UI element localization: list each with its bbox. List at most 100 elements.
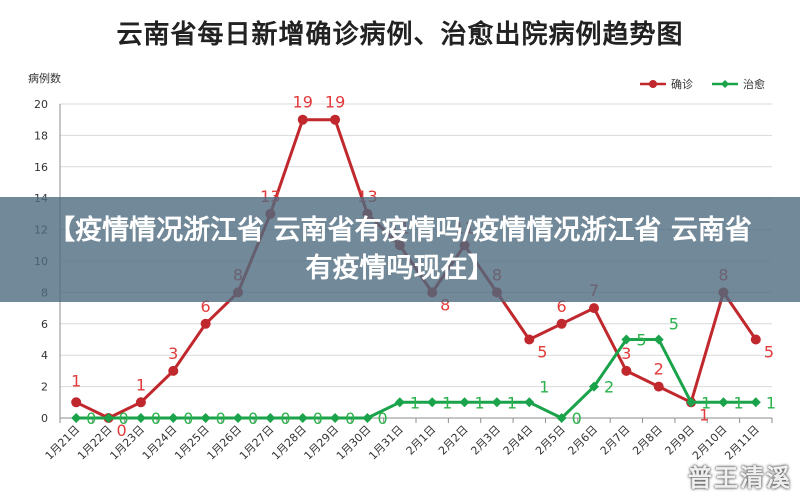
data-label: 1: [701, 393, 711, 412]
y-tick-label: 2: [41, 381, 48, 394]
data-point: [653, 334, 664, 345]
x-tick-label: 2月1日: [404, 423, 439, 458]
data-point: [621, 365, 632, 376]
legend-label: 确诊: [671, 77, 693, 91]
data-label: 1: [766, 393, 776, 412]
data-point: [71, 413, 82, 423]
data-point: [71, 397, 82, 408]
data-point: [103, 413, 114, 423]
x-tick-label: 2月6日: [565, 423, 600, 458]
data-point: [265, 413, 276, 423]
x-tick-label: 1月28日: [269, 423, 309, 463]
data-point: [556, 413, 567, 423]
x-tick-label: 2月4日: [501, 423, 536, 458]
data-label: 3: [168, 344, 178, 363]
data-label: 5: [636, 331, 646, 350]
data-point: [556, 318, 567, 329]
data-label: 5: [764, 343, 774, 362]
x-tick-label: 1月22日: [75, 423, 115, 463]
data-label: 1: [507, 393, 517, 412]
data-label: 1: [733, 393, 743, 412]
series-line-cured: [76, 338, 756, 420]
data-label: 1: [71, 371, 81, 390]
data-point: [168, 365, 179, 376]
data-label: 1: [442, 393, 452, 412]
data-point: [524, 334, 535, 345]
data-label: 19: [293, 93, 313, 112]
data-point: [750, 397, 761, 408]
data-label: 1: [699, 405, 709, 424]
data-label: 6: [201, 297, 211, 316]
data-point: [297, 413, 308, 423]
data-label: 0: [313, 409, 323, 428]
x-tick-label: 1月24日: [140, 423, 180, 463]
data-point: [459, 397, 470, 408]
data-point: [750, 334, 761, 345]
data-label: 2: [604, 378, 614, 397]
y-tick-label: 16: [34, 161, 48, 174]
x-tick-label: 1月23日: [107, 423, 147, 463]
data-label: 0: [377, 409, 387, 428]
x-tick-label: 1月30日: [334, 423, 374, 463]
data-point: [330, 413, 341, 423]
x-tick-label: 2月8日: [630, 423, 665, 458]
y-tick-label: 4: [41, 349, 48, 362]
data-label: 0: [183, 409, 193, 428]
data-point: [718, 397, 729, 408]
legend-label: 治愈: [743, 77, 765, 91]
data-point: [491, 397, 502, 408]
data-point: [394, 397, 405, 408]
data-label: 5: [669, 315, 679, 334]
x-tick-label: 1月31日: [366, 423, 406, 463]
data-point: [524, 397, 535, 408]
data-point: [362, 413, 373, 423]
title-banner: 【疫情情况浙江省 云南省有疫情吗/疫情情况浙江省 云南省有疫情吗现在】: [0, 197, 800, 302]
data-point: [589, 303, 599, 314]
data-point: [233, 413, 243, 423]
x-tick-label: 2月10日: [690, 423, 730, 463]
data-point: [200, 318, 211, 329]
y-tick-label: 6: [41, 318, 48, 331]
x-tick-label: 1月21日: [43, 423, 83, 463]
banner-text: 【疫情情况浙江省 云南省有疫情吗/疫情情况浙江省 云南省有疫情吗现在】: [48, 214, 752, 284]
data-label: 0: [572, 409, 582, 428]
data-label: 0: [345, 409, 355, 428]
data-label: 1: [136, 375, 146, 394]
x-tick-label: 2月3日: [468, 423, 503, 458]
y-axis-label: 病例数: [28, 71, 61, 85]
data-label: 0: [151, 409, 161, 428]
legend-marker: [721, 80, 729, 88]
data-point: [200, 413, 211, 423]
x-tick-label: 2月11日: [722, 423, 762, 463]
data-label: 6: [557, 297, 567, 316]
x-tick-label: 2月7日: [598, 423, 633, 458]
x-tick-label: 1月25日: [172, 423, 212, 463]
data-label: 8: [440, 295, 450, 314]
data-label: 0: [216, 409, 226, 428]
data-label: 1: [475, 393, 485, 412]
data-point: [168, 413, 179, 423]
data-point: [135, 397, 146, 408]
data-label: 0: [119, 409, 129, 428]
data-label: 0: [280, 409, 290, 428]
data-label: 2: [654, 360, 664, 379]
x-tick-label: 1月26日: [205, 423, 245, 463]
legend-marker: [649, 80, 657, 88]
data-label: 0: [86, 409, 96, 428]
data-label: 1: [539, 377, 549, 396]
data-label: 5: [537, 343, 547, 362]
y-tick-label: 0: [41, 412, 48, 425]
data-label: 1: [410, 393, 420, 412]
data-point: [330, 114, 341, 125]
data-point: [297, 114, 308, 125]
y-tick-label: 18: [34, 129, 48, 142]
y-tick-label: 20: [34, 98, 48, 111]
data-point: [686, 397, 697, 408]
data-point: [653, 381, 664, 392]
chart-title: 云南省每日新增确诊病例、治愈出院病例趋势图: [116, 20, 684, 50]
data-label: 0: [248, 409, 258, 428]
data-point: [135, 413, 146, 423]
x-tick-label: 1月29日: [302, 423, 342, 463]
watermark: 普王清溪: [688, 464, 792, 492]
data-point: [589, 381, 599, 392]
